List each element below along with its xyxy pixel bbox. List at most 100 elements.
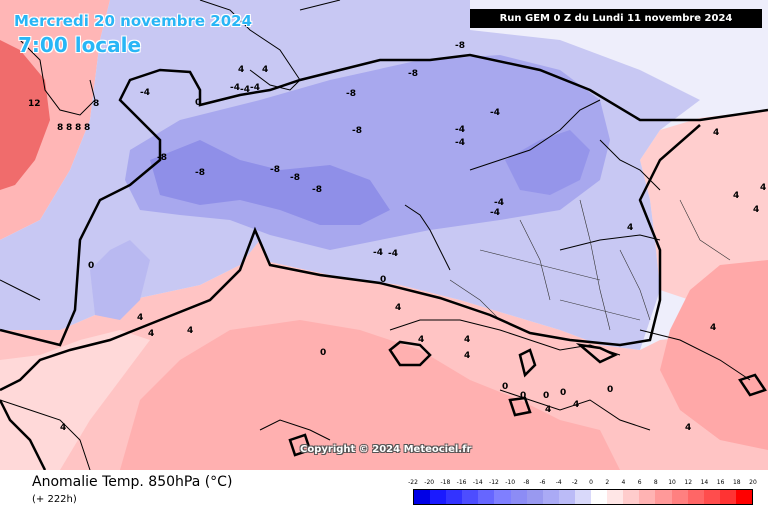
warm-core-east: [660, 260, 768, 450]
color-scale-swatch: [607, 490, 624, 504]
islands: [288, 340, 767, 457]
color-scale-tick-label: 2: [605, 479, 610, 486]
contour-label: 0: [88, 261, 94, 271]
contour-label: 0: [560, 388, 566, 398]
warm-light-west: [0, 330, 150, 470]
coldest-region-scandinavia: [505, 130, 590, 195]
contour-label: -4: [250, 83, 260, 93]
color-scale-tick-label: 12: [684, 479, 693, 486]
warm-core-greenland: [0, 40, 50, 190]
color-scale-bar: [413, 489, 753, 505]
color-scale-tick-label: -2: [571, 479, 578, 486]
contour-label: 4: [60, 423, 66, 433]
contour-label: 4: [137, 313, 143, 323]
contour-label: -4: [230, 83, 240, 93]
contour-label: 4: [395, 303, 401, 313]
color-scale-ticks: -22 -20 -18 -16 -14 -12 -10 -8 -6 -4 -2 0 2 4 6 8 10 12 14…: [408, 479, 757, 489]
valid-time: 7:00 locale: [18, 33, 142, 57]
contour-labels: 128 8 8 884 444-40-4 -4-8-8 -8-8-8-8-8-8-8-4-4…: [28, 41, 766, 433]
contour-label: -4: [455, 138, 465, 148]
contour-label: -8: [408, 69, 418, 79]
color-scale-tick-label: 16: [716, 479, 725, 486]
contour-label: 4: [464, 351, 470, 361]
color-scale-tick-label: -6: [539, 479, 546, 486]
contour-label: 4: [710, 323, 716, 333]
contour-label: -4: [455, 125, 465, 135]
contour-label: 4: [187, 326, 193, 336]
color-scale-swatch: [526, 490, 543, 504]
color-scale-tick-label: 20: [749, 479, 757, 486]
run-info-banner: Run GEM 0 Z du Lundi 11 novembre 2024: [470, 9, 762, 28]
color-scale-swatch: [719, 490, 736, 504]
color-scale-swatch: [591, 490, 608, 504]
contour-label: -4: [490, 208, 500, 218]
color-scale-swatch: [462, 490, 479, 504]
color-scale-tick-label: -4: [555, 479, 562, 486]
lead-time: (+ 222h): [32, 494, 77, 505]
color-scale-tick-label: -20: [424, 479, 435, 486]
copyright-notice: Copyright © 2024 Meteociel.fr: [300, 444, 472, 455]
contour-label: 8: [93, 99, 99, 109]
map-canvas: 128 8 8 884 444-40-4 -4-8-8 -8-8-8-8-8-8-8-4-4…: [0, 0, 768, 470]
color-scale-tick-label: 4: [621, 479, 626, 486]
color-scale-tick-label: -22: [408, 479, 418, 486]
coldest-region-north-atlantic: [150, 140, 390, 225]
color-scale-tick-label: 14: [700, 479, 709, 486]
color-scale-swatch: [703, 490, 720, 504]
color-scale-tick-label: -8: [523, 479, 530, 486]
footer: Anomalie Temp. 850hPa (°C) (+ 222h) -22-…: [0, 470, 768, 512]
contour-label: 4: [760, 183, 766, 193]
color-scale-tick-label: -16: [456, 479, 467, 486]
contour-label: -8: [346, 89, 356, 99]
color-scale-swatch: [735, 490, 752, 504]
contour-label: -4: [490, 108, 500, 118]
contour-label: 4: [418, 335, 424, 345]
contour-label: 0: [380, 275, 386, 285]
color-scale-swatch: [639, 490, 656, 504]
warm-core-iberia: [120, 320, 620, 470]
contour-label: -4: [373, 248, 383, 258]
color-scale-swatch: [494, 490, 511, 504]
contour-label: 0: [607, 385, 613, 395]
color-scale-tick-label: 10: [668, 479, 676, 486]
zero-anomaly-contour-east: [0, 399, 47, 470]
contour-label: 0: [502, 382, 508, 392]
contour-label: 4: [627, 223, 633, 233]
contour-label: 4: [733, 191, 739, 201]
valid-date: Mercredi 20 novembre 2024: [14, 12, 253, 30]
color-scale-swatch: [414, 490, 431, 504]
color-scale-swatch: [623, 490, 640, 504]
color-scale-tick-label: 0: [589, 479, 593, 486]
zero-anomaly-contour: [0, 53, 768, 347]
color-scale-swatch: [574, 490, 592, 504]
contour-label: 0: [320, 348, 326, 358]
anomaly-map: 12 8 8 8 8 8 4 4 4 4 -4 0 -4 -4 -8 -8 -8 -8 -8 -8 -8 -8 -8 -4 -4…: [0, 0, 768, 470]
contour-label: 0: [520, 391, 526, 401]
color-scale-swatch: [478, 490, 495, 504]
color-scale-tick-label: -10: [505, 479, 516, 486]
color-scale-tick-label: 6: [637, 479, 642, 486]
contour-label: 4: [238, 65, 244, 75]
color-scale-tick-label: -14: [472, 479, 483, 486]
contour-label: 4: [753, 205, 759, 215]
color-scale-swatch: [558, 490, 575, 504]
contour-label: 8: [57, 123, 63, 133]
contour-label: -8: [270, 165, 280, 175]
contour-label: -8: [312, 185, 322, 195]
color-scale-swatch: [655, 490, 672, 504]
borders: [449, 199, 731, 331]
contour-label: -8: [290, 173, 300, 183]
contour-label: -4: [388, 249, 398, 259]
contour-label: 4: [262, 65, 268, 75]
contour-label: 8: [66, 123, 72, 133]
contour-label: 4: [464, 335, 470, 345]
contour-label: -4: [240, 85, 250, 95]
color-scale-swatch: [510, 490, 527, 504]
color-scale-tick-label: 18: [732, 479, 741, 486]
contour-label: 4: [148, 329, 154, 339]
contour-label: 0: [543, 391, 549, 401]
contour-label: -4: [140, 88, 150, 98]
zero-anomaly-contour-south: [0, 124, 701, 392]
color-scale-tick-label: -12: [489, 479, 499, 486]
contour-label: 4: [685, 423, 691, 433]
